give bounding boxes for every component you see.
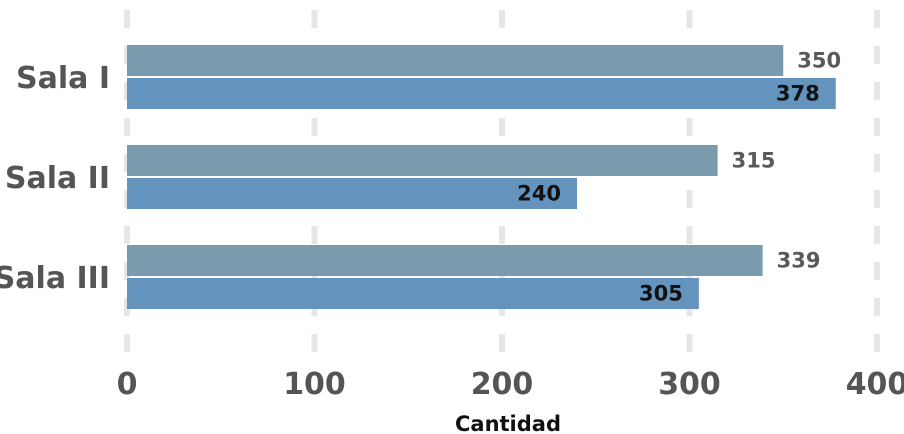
x-axis-title: Cantidad bbox=[455, 412, 561, 434]
bar bbox=[127, 78, 836, 109]
bar bbox=[127, 178, 577, 209]
bar bbox=[127, 45, 784, 76]
category-label: Sala I bbox=[16, 61, 110, 96]
value-label: 305 bbox=[639, 282, 683, 306]
x-tick-labels: 0 100 200 300 400 bbox=[117, 367, 904, 402]
x-tick-label: 200 bbox=[471, 367, 534, 402]
bar bbox=[127, 278, 699, 309]
value-label: 378 bbox=[776, 82, 820, 106]
value-label: 350 bbox=[797, 49, 841, 73]
value-labels: 350 378 315 240 339 305 bbox=[517, 49, 841, 306]
bars bbox=[127, 45, 836, 309]
category-label: Sala III bbox=[0, 261, 110, 296]
bar bbox=[127, 245, 763, 276]
x-tick-label: 100 bbox=[283, 367, 346, 402]
value-label: 315 bbox=[732, 149, 776, 173]
value-label: 240 bbox=[517, 182, 561, 206]
bar bbox=[127, 145, 718, 176]
x-tick-label: 300 bbox=[658, 367, 721, 402]
value-label: 339 bbox=[777, 249, 821, 273]
x-tick-label: 400 bbox=[846, 367, 904, 402]
category-labels: Sala I Sala II Sala III bbox=[0, 61, 110, 296]
x-tick-label: 0 bbox=[117, 367, 138, 402]
category-label: Sala II bbox=[5, 161, 110, 196]
